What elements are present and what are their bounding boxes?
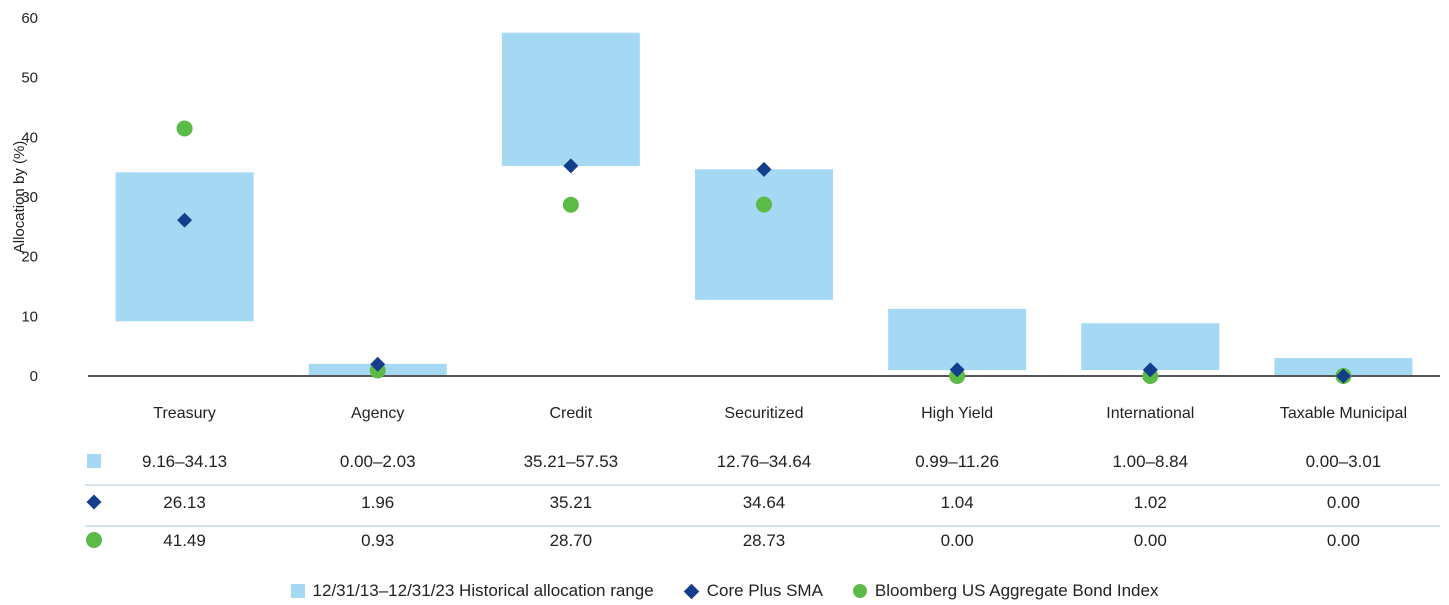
bloomberg-value-label: 41.49 [163,531,206,550]
core-plus-value-label: 1.96 [361,493,394,512]
core-plus-value-label: 35.21 [550,493,593,512]
allocation-chart: Allocation by (%) 0 10 20 30 40 50 60 Treasury Ag… [11,10,1440,550]
core-plus-point [756,161,772,177]
core-plus-value-label: 34.64 [743,493,786,512]
y-tick-label: 10 [21,308,38,325]
core-plus-point [563,158,579,174]
legend-item-range: 12/31/13–12/31/23 Historical allocation … [290,581,654,601]
x-category-label: International [1106,405,1194,422]
x-category-label: Treasury [153,405,216,422]
legend-core-plus-label: Core Plus SMA [706,581,823,600]
range-value-label: 0.99–11.26 [915,452,999,471]
y-tick-label: 60 [21,10,38,27]
y-tick-label: 40 [21,129,38,146]
range-bar [1274,358,1413,376]
legend-item-core-plus: Core Plus SMA [683,581,823,601]
chart-legend: 12/31/13–12/31/23 Historical allocation … [0,578,1449,604]
core-plus-point [1335,368,1351,384]
y-tick-label: 30 [21,189,38,206]
legend-circle-marker [852,584,867,598]
core-plus-value-label: 1.02 [1134,493,1167,512]
x-category-label: Agency [351,405,404,422]
range-bar [888,308,1027,371]
y-axis-title: Allocation by (%) [11,141,28,254]
bloomberg-point [176,120,193,137]
table-range-swatch [87,454,101,468]
bloomberg-point [562,196,579,213]
legend-range-swatch [290,584,305,598]
bloomberg-value-label: 0.00 [1134,531,1167,550]
bloomberg-value-label: 0.00 [941,531,974,550]
y-tick-label: 50 [21,70,38,87]
table-circle-marker [86,532,102,548]
bloomberg-value-label: 0.93 [361,531,394,550]
y-tick-label: 0 [30,368,38,385]
bloomberg-value-label: 28.73 [743,531,786,550]
legend-diamond-marker [683,583,699,599]
table-diamond-marker [86,494,102,510]
core-plus-point [370,356,386,372]
core-plus-value-label: 26.13 [163,493,206,512]
range-value-label: 1.00–8.84 [1112,452,1188,471]
x-category-label: High Yield [921,405,993,422]
bloomberg-value-label: 0.00 [1327,531,1360,550]
range-value-label: 35.21–57.53 [524,452,619,471]
range-value-label: 9.16–34.13 [142,452,227,471]
range-bar [501,32,640,166]
range-bar [1081,323,1220,371]
legend-bloomberg-label: Bloomberg US Aggregate Bond Index [874,581,1159,600]
y-tick-label: 20 [21,249,38,266]
range-value-label: 0.00–2.03 [340,452,416,471]
x-category-label: Credit [550,405,593,422]
core-plus-value-label: 0.00 [1327,493,1360,512]
x-category-label: Taxable Municipal [1280,405,1407,422]
core-plus-point [1142,362,1158,378]
range-value-label: 12.76–34.64 [717,452,812,471]
legend-item-bloomberg: Bloomberg US Aggregate Bond Index [852,581,1159,601]
core-plus-point [949,362,965,378]
core-plus-value-label: 1.04 [941,493,974,512]
range-value-label: 0.00–3.01 [1306,452,1382,471]
bloomberg-value-label: 28.70 [550,531,593,550]
range-bar [115,172,254,322]
range-bar [695,169,833,300]
bloomberg-point [756,196,772,213]
core-plus-point [177,212,193,228]
x-category-label: Securitized [724,405,803,422]
legend-range-label: 12/31/13–12/31/23 Historical allocation … [312,581,654,600]
